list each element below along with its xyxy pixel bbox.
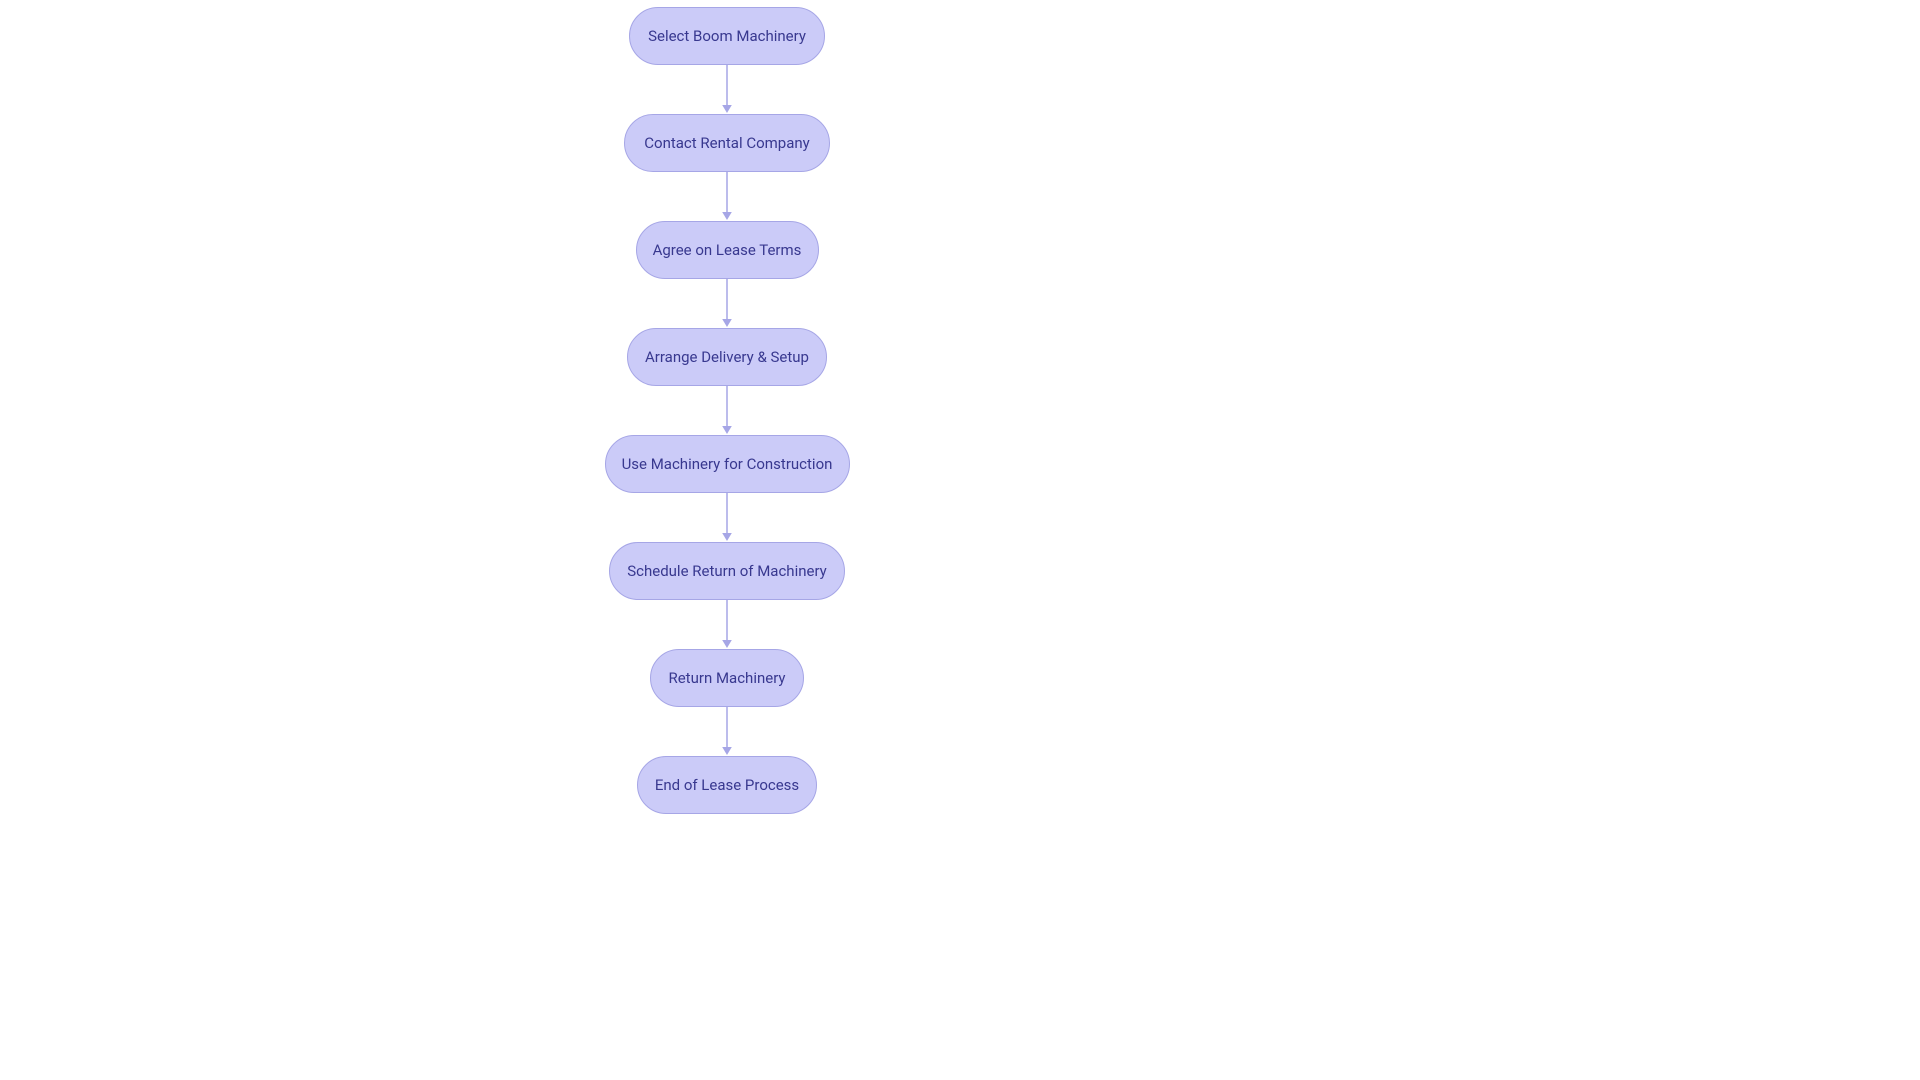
flow-node-label: Arrange Delivery & Setup xyxy=(645,348,809,366)
flow-edge xyxy=(717,64,737,115)
flow-node-label: Agree on Lease Terms xyxy=(653,241,802,259)
flow-node: Contact Rental Company xyxy=(624,114,830,172)
flow-node-label: Select Boom Machinery xyxy=(648,27,806,45)
flowchart-container: Select Boom Machinery Contact Rental Comp… xyxy=(0,0,1920,1080)
flow-node: Return Machinery xyxy=(650,649,804,707)
flow-node-label: End of Lease Process xyxy=(655,776,799,794)
flow-edge xyxy=(717,385,737,436)
flow-edge xyxy=(717,492,737,543)
flow-node: Arrange Delivery & Setup xyxy=(627,328,827,386)
flow-edge xyxy=(717,171,737,222)
flow-edge xyxy=(717,706,737,757)
flow-edge xyxy=(717,278,737,329)
flow-node-label: Contact Rental Company xyxy=(644,134,810,152)
flow-node-label: Use Machinery for Construction xyxy=(622,455,833,473)
flow-edge xyxy=(717,599,737,650)
flow-node: Schedule Return of Machinery xyxy=(609,542,845,600)
flow-node-label: Schedule Return of Machinery xyxy=(627,562,827,580)
flow-node: Agree on Lease Terms xyxy=(636,221,819,279)
flow-node: Select Boom Machinery xyxy=(629,7,825,65)
flow-node-label: Return Machinery xyxy=(668,669,785,687)
flow-node: End of Lease Process xyxy=(637,756,817,814)
flow-node: Use Machinery for Construction xyxy=(605,435,850,493)
